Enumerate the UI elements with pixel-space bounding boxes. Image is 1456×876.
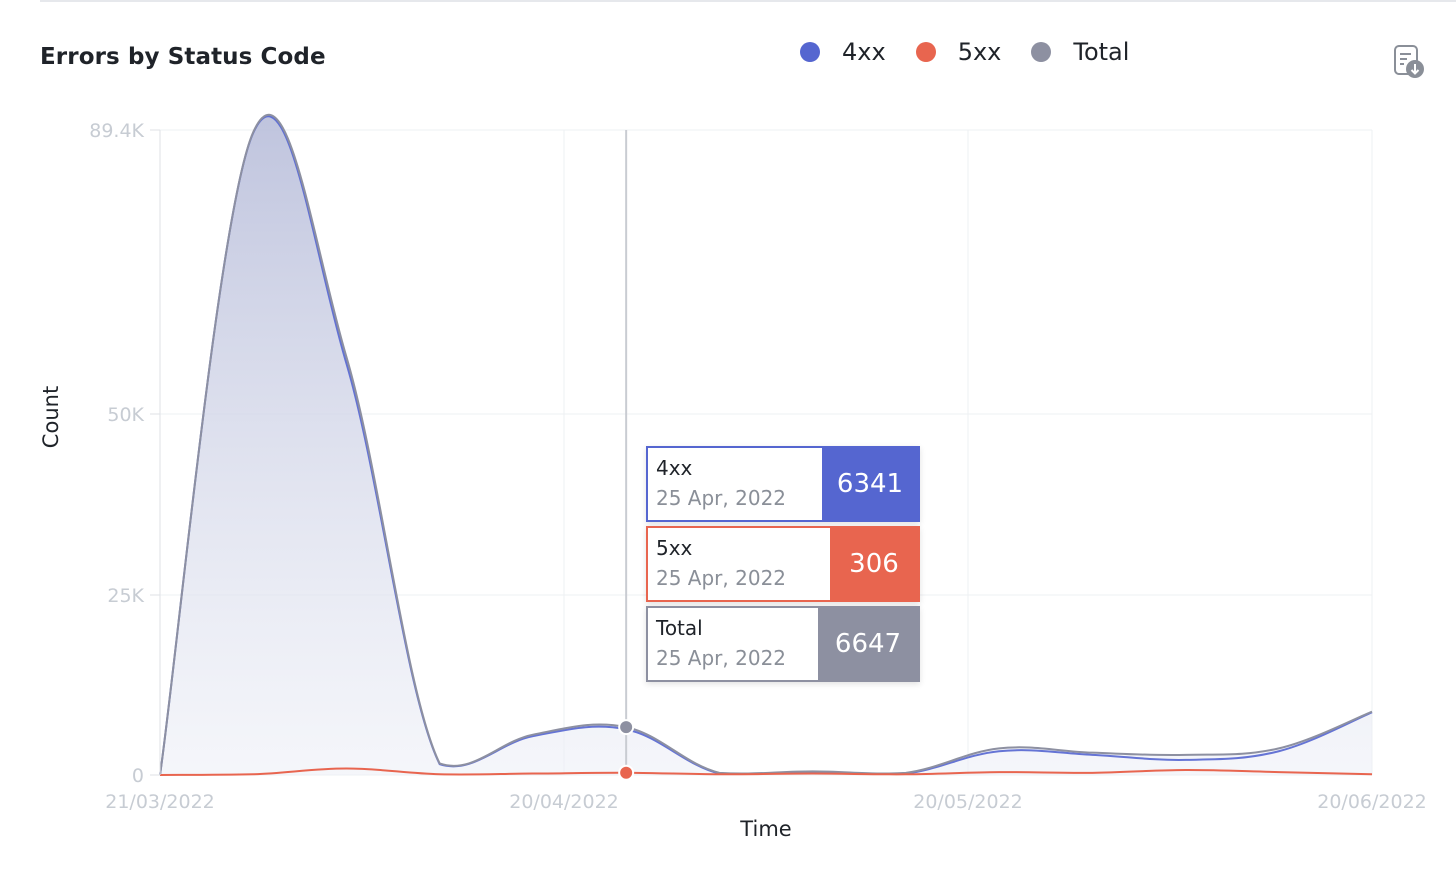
tooltip-series-name: Total [656, 616, 703, 640]
x-tick-label: 21/03/2022 [105, 791, 215, 813]
tooltip-date: 25 Apr, 2022 [656, 486, 787, 510]
chart-title: Errors by Status Code [40, 44, 326, 70]
hover-tooltip: 4xx 25 Apr, 2022 6341 5xx 25 Apr, 2022 3… [646, 446, 920, 686]
hover-marker-total [618, 719, 635, 736]
hover-marker-5xx [618, 764, 635, 781]
tooltip-value: 306 [830, 528, 918, 600]
x-axis-label: Time [739, 817, 791, 841]
tooltip-series-name: 5xx [656, 536, 693, 560]
x-tick-label: 20/05/2022 [913, 791, 1023, 813]
legend-label-4xx: 4xx [842, 38, 886, 66]
tooltip-row-total: Total 25 Apr, 2022 6647 [646, 606, 920, 682]
tooltip-date: 25 Apr, 2022 [656, 566, 787, 590]
y-tick-label: 50K [107, 404, 144, 426]
y-axis-label: Count [39, 386, 63, 448]
legend-item-4xx[interactable]: 4xx [800, 38, 886, 66]
y-tick-label: 25K [107, 585, 144, 607]
chart-legend: 4xx 5xx Total [800, 38, 1159, 66]
y-tick-label: 0 [132, 765, 144, 787]
export-report-icon [1394, 45, 1424, 78]
tooltip-row-4xx: 4xx 25 Apr, 2022 6341 [646, 446, 920, 522]
y-tick-label: 89.4K [89, 120, 144, 142]
legend-label-total: Total [1073, 38, 1130, 66]
series-line-5xx [159, 767, 1373, 776]
export-report-button[interactable] [1391, 44, 1427, 80]
legend-label-5xx: 5xx [957, 38, 1002, 66]
x-tick-label: 20/04/2022 [509, 791, 619, 813]
tooltip-row-5xx: 5xx 25 Apr, 2022 306 [646, 526, 920, 602]
x-tick-label: 20/06/2022 [1317, 791, 1427, 813]
tooltip-series-name: 4xx [656, 456, 693, 480]
top-divider [40, 0, 1456, 2]
tooltip-value: 6647 [818, 608, 918, 680]
tooltip-value: 6341 [822, 448, 918, 520]
legend-dot-4xx [800, 42, 820, 62]
legend-item-5xx[interactable]: 5xx [915, 38, 1002, 66]
legend-dot-total [1031, 42, 1052, 62]
area-total [160, 114, 1372, 775]
tooltip-date: 25 Apr, 2022 [656, 646, 787, 670]
legend-dot-5xx [915, 42, 936, 62]
legend-item-total[interactable]: Total [1031, 38, 1129, 66]
